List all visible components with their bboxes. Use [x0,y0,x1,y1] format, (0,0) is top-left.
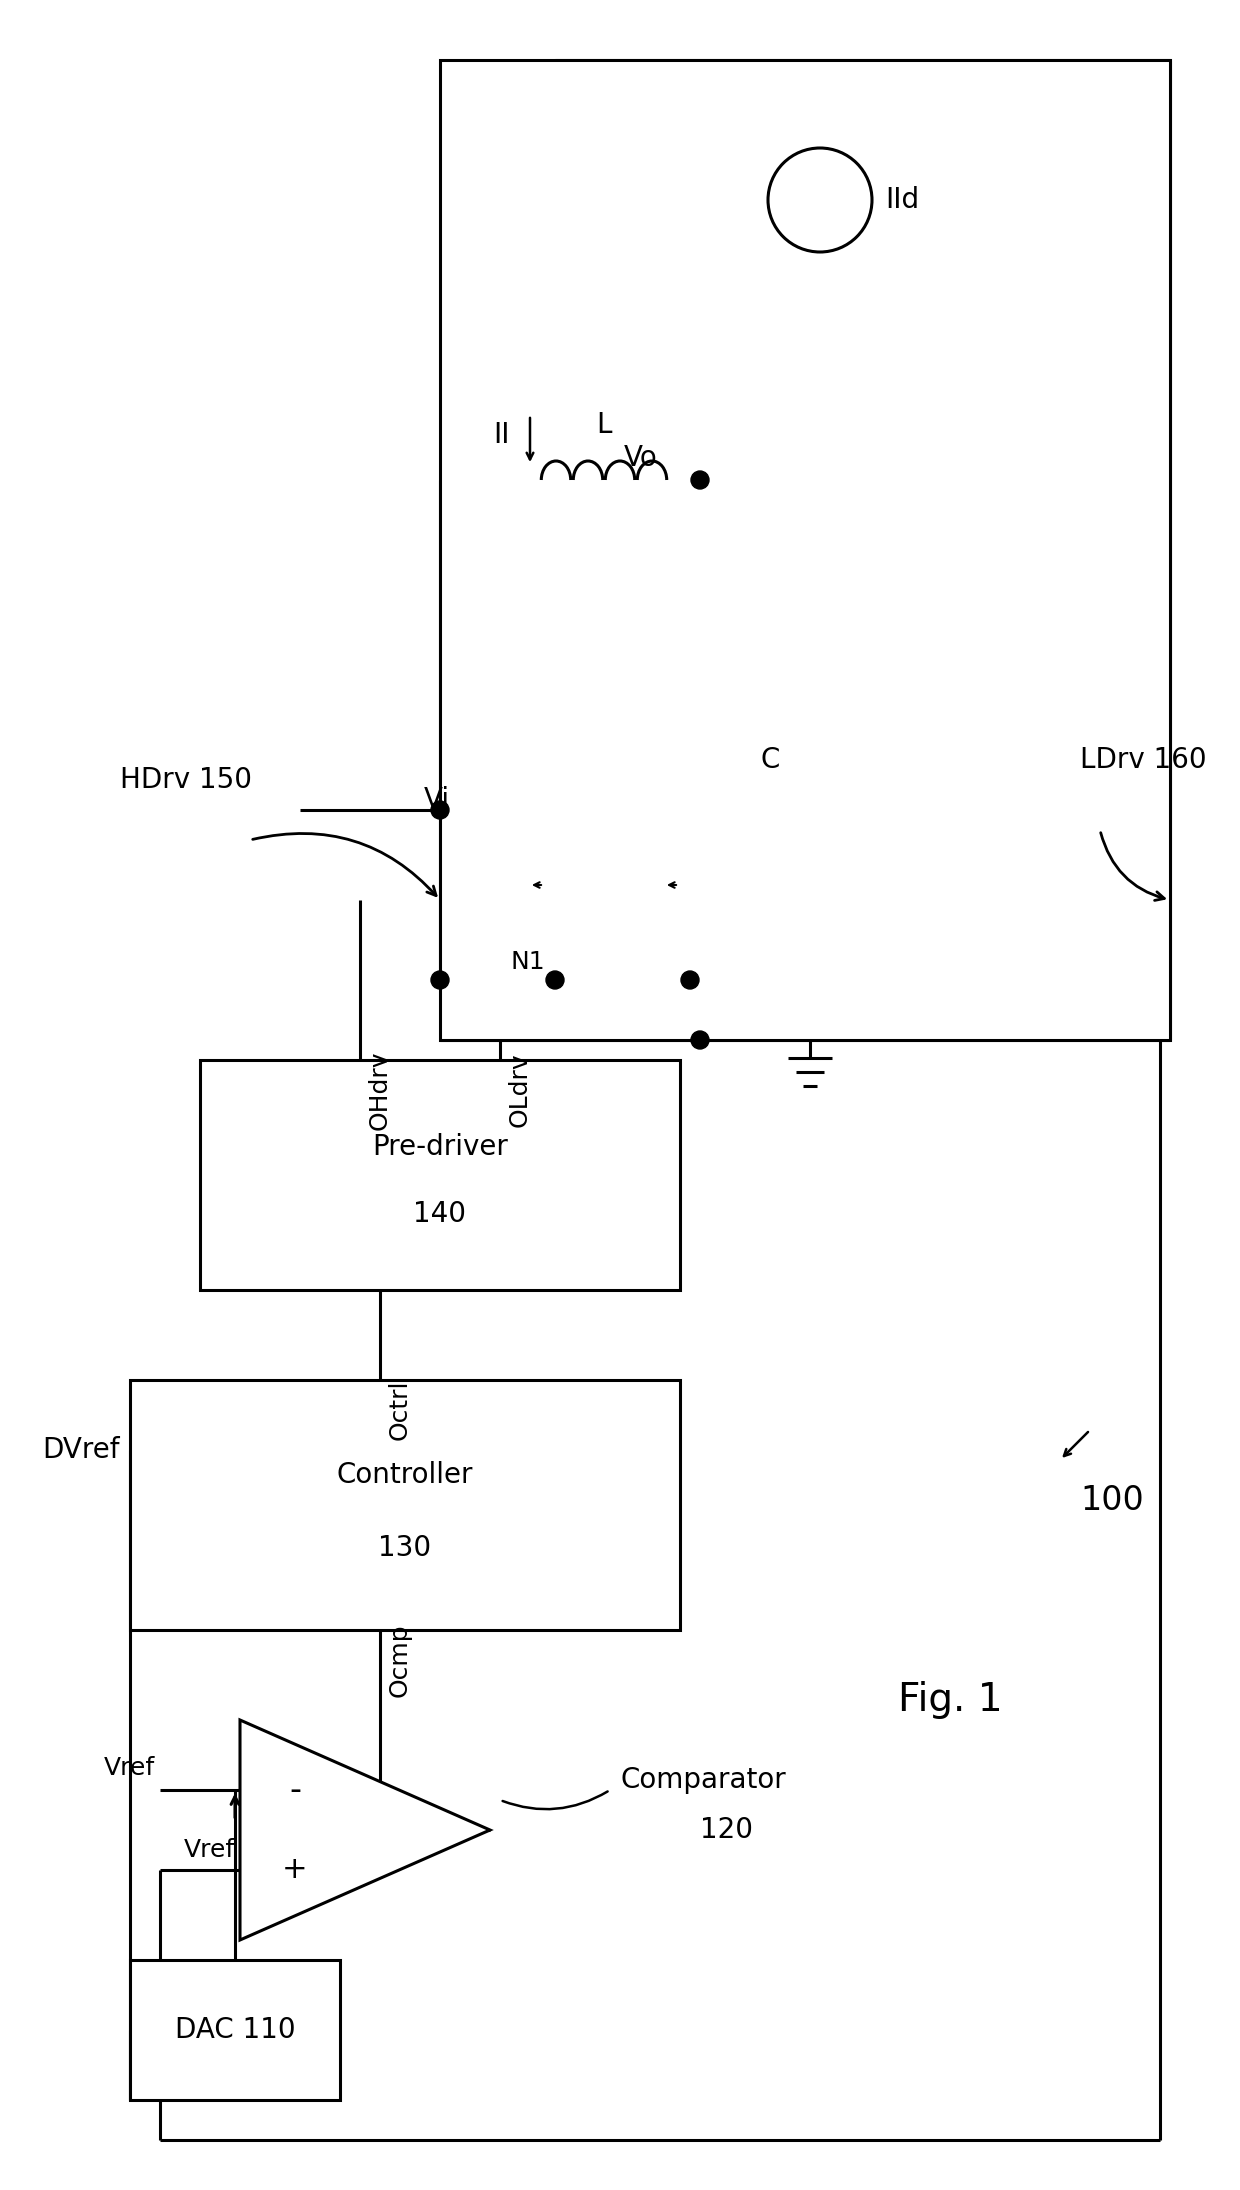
Polygon shape [241,1719,490,1940]
Text: DAC 110: DAC 110 [175,2017,295,2043]
Text: N1: N1 [511,950,546,975]
Text: Vref: Vref [104,1756,155,1780]
Text: II: II [494,420,510,449]
Text: -: - [289,1774,301,1807]
Text: Octrl: Octrl [388,1380,412,1441]
Text: Comparator: Comparator [620,1765,786,1794]
Text: 100: 100 [1080,1483,1143,1515]
Text: Vo: Vo [624,445,658,473]
Circle shape [768,149,872,252]
Text: 130: 130 [378,1533,432,1561]
Text: Vref: Vref [184,1837,236,1861]
Circle shape [691,471,709,488]
Text: 120: 120 [701,1816,753,1844]
Text: OLdrv: OLdrv [508,1053,532,1128]
Circle shape [691,1031,709,1049]
Text: LDrv 160: LDrv 160 [1080,747,1207,773]
Text: Controller: Controller [337,1461,474,1489]
Text: DVref: DVref [42,1437,120,1463]
Text: Pre-driver: Pre-driver [372,1134,508,1161]
Text: Fig. 1: Fig. 1 [898,1682,1002,1719]
Text: HDrv 150: HDrv 150 [120,766,252,795]
Text: Ocmp: Ocmp [388,1623,412,1697]
FancyArrowPatch shape [502,1791,608,1809]
Bar [440,59,1171,1040]
Text: 140: 140 [413,1200,466,1229]
Circle shape [432,970,449,990]
Circle shape [546,970,564,990]
Text: OHdrv: OHdrv [368,1051,392,1130]
Text: C: C [760,747,780,773]
Circle shape [432,802,449,819]
Bar [130,1960,340,2100]
Text: L: L [596,412,611,438]
Bar [200,1060,680,1290]
Text: Vi: Vi [424,786,450,815]
Text: IId: IId [885,186,919,215]
Bar [130,1380,680,1629]
Circle shape [681,970,699,990]
Text: +: + [283,1855,308,1883]
